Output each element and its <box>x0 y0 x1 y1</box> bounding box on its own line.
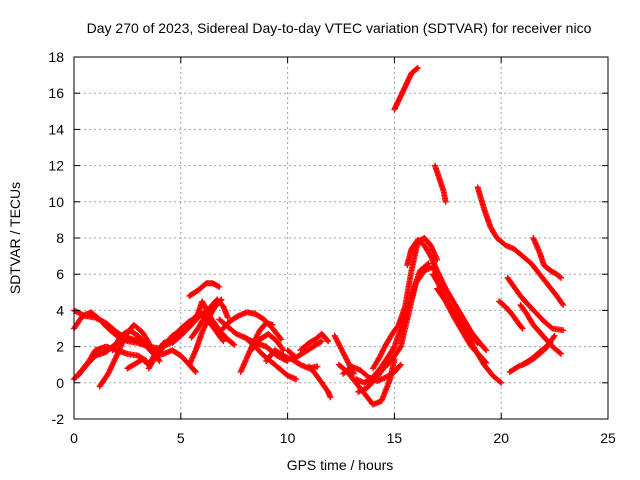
data-point <box>425 260 432 267</box>
data-point <box>80 312 87 319</box>
x-tick-label: 15 <box>387 430 403 446</box>
x-tick-label: 20 <box>493 430 509 446</box>
data-point <box>216 283 223 290</box>
data-point <box>496 378 503 385</box>
x-tick-label: 0 <box>70 430 78 446</box>
data-point <box>414 64 421 71</box>
data-point <box>314 363 321 370</box>
y-tick-label: 10 <box>48 194 64 210</box>
series-arc-39 <box>519 332 558 368</box>
data-point <box>230 340 237 347</box>
data-point <box>279 345 286 352</box>
data-point <box>551 332 558 339</box>
data-point <box>396 362 403 369</box>
chart-title: Day 270 of 2023, Sidereal Day-to-day VTE… <box>87 20 592 36</box>
series-arc-32 <box>391 64 421 113</box>
data-point <box>327 394 334 401</box>
data-point <box>498 379 505 386</box>
y-tick-label: 16 <box>48 85 64 101</box>
data-point <box>483 359 490 366</box>
series-arc-17 <box>248 330 287 354</box>
y-tick-label: 0 <box>56 375 64 391</box>
series-arc-06 <box>109 327 199 375</box>
data-point <box>269 321 276 328</box>
data-point <box>214 283 221 290</box>
data-point <box>317 338 324 345</box>
series-arc-27 <box>370 235 441 372</box>
series-arc-18 <box>263 347 321 372</box>
y-tick-label: 6 <box>56 266 64 282</box>
series-arc-11 <box>186 280 223 299</box>
series-arc-37 <box>517 301 565 357</box>
axis-ticks: 0 5 10 15 20 25 -2 0 2 4 6 8 10 12 14 16 18 <box>48 49 616 446</box>
data-point <box>277 335 284 342</box>
x-axis-label: GPS time / hours <box>287 457 394 473</box>
data-point <box>434 256 441 263</box>
y-tick-label: 4 <box>56 302 64 318</box>
data-point <box>390 344 397 351</box>
data-point <box>482 358 489 365</box>
data-point <box>224 314 231 321</box>
series-arc-35 <box>496 298 526 332</box>
series-arc-31 <box>440 292 481 346</box>
data-point <box>519 325 526 332</box>
data-point <box>483 347 490 354</box>
data-point <box>558 350 565 357</box>
grid-lines <box>74 57 608 419</box>
data-point <box>474 339 481 346</box>
series-arc-34 <box>474 184 567 308</box>
data-point <box>473 338 480 345</box>
data-point <box>550 334 557 341</box>
y-tick-label: 12 <box>48 158 64 174</box>
data-point <box>293 376 300 383</box>
data-point <box>558 274 565 281</box>
data-point <box>156 358 163 365</box>
data-point <box>397 361 404 368</box>
y-tick-label: -2 <box>52 411 65 427</box>
data-point <box>556 349 563 356</box>
data-point <box>548 324 555 331</box>
data-point <box>396 344 403 351</box>
data-point <box>191 367 198 374</box>
series-arc-12 <box>188 296 231 341</box>
data-point <box>278 336 285 343</box>
x-tick-label: 5 <box>177 430 185 446</box>
x-tick-label: 25 <box>600 430 616 446</box>
data-point <box>324 337 331 344</box>
series-arc-40 <box>530 235 565 281</box>
y-tick-label: 18 <box>48 49 64 65</box>
data-point <box>482 346 489 353</box>
series-arc-21 <box>305 363 334 401</box>
series-arc-20 <box>297 330 332 354</box>
data-point <box>220 338 227 345</box>
data-point <box>560 301 567 308</box>
series-arc-33 <box>431 162 449 205</box>
series-arc-10 <box>186 296 225 368</box>
x-tick-label: 10 <box>280 430 296 446</box>
data-point <box>192 368 199 375</box>
data-point <box>231 341 238 348</box>
data-point <box>556 273 563 280</box>
data-point <box>442 198 449 205</box>
data-point <box>325 338 332 345</box>
y-tick-label: 14 <box>48 121 64 137</box>
data-point <box>559 300 566 307</box>
data-point <box>318 338 325 345</box>
data-points <box>71 64 567 408</box>
data-point <box>518 324 525 331</box>
data-point <box>413 65 420 72</box>
y-axis-label: SDTVAR / TECUs <box>7 182 23 294</box>
series-arc-36 <box>504 274 567 334</box>
data-point <box>560 327 567 334</box>
y-tick-label: 8 <box>56 230 64 246</box>
y-tick-label: 2 <box>56 339 64 355</box>
data-point <box>219 337 226 344</box>
